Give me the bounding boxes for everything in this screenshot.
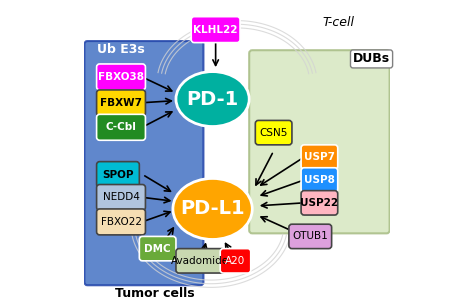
FancyBboxPatch shape bbox=[97, 114, 146, 140]
Ellipse shape bbox=[176, 71, 249, 127]
Text: FBXO22: FBXO22 bbox=[100, 217, 142, 227]
FancyBboxPatch shape bbox=[220, 249, 251, 273]
FancyBboxPatch shape bbox=[255, 120, 292, 145]
FancyBboxPatch shape bbox=[176, 249, 225, 273]
Text: DUBs: DUBs bbox=[353, 52, 390, 65]
Text: C-Cbl: C-Cbl bbox=[106, 122, 137, 132]
Ellipse shape bbox=[173, 178, 252, 239]
FancyBboxPatch shape bbox=[301, 191, 337, 215]
Text: Ub E3s: Ub E3s bbox=[97, 43, 145, 56]
Text: T-cell: T-cell bbox=[322, 16, 355, 29]
Text: USP8: USP8 bbox=[304, 175, 335, 185]
Text: PD-L1: PD-L1 bbox=[180, 200, 245, 218]
FancyBboxPatch shape bbox=[97, 184, 146, 210]
Text: USP22: USP22 bbox=[301, 198, 338, 208]
FancyBboxPatch shape bbox=[139, 237, 176, 261]
FancyBboxPatch shape bbox=[301, 168, 337, 192]
FancyBboxPatch shape bbox=[249, 50, 390, 233]
Text: NEDD4: NEDD4 bbox=[102, 192, 139, 202]
FancyBboxPatch shape bbox=[97, 162, 139, 188]
FancyBboxPatch shape bbox=[97, 209, 146, 235]
Text: OTUB1: OTUB1 bbox=[292, 231, 328, 241]
Text: CSN5: CSN5 bbox=[259, 128, 288, 138]
FancyBboxPatch shape bbox=[97, 90, 146, 116]
FancyBboxPatch shape bbox=[97, 64, 146, 90]
Text: FBXW7: FBXW7 bbox=[100, 98, 142, 108]
Text: A20: A20 bbox=[225, 256, 246, 266]
Text: PD-1: PD-1 bbox=[186, 90, 239, 108]
Text: Tumor cells: Tumor cells bbox=[115, 287, 194, 301]
Text: SPOP: SPOP bbox=[102, 170, 134, 180]
Text: USP7: USP7 bbox=[304, 152, 335, 162]
FancyBboxPatch shape bbox=[84, 41, 203, 285]
Text: DMC: DMC bbox=[144, 244, 171, 253]
FancyBboxPatch shape bbox=[301, 145, 337, 169]
FancyBboxPatch shape bbox=[191, 17, 240, 43]
FancyBboxPatch shape bbox=[289, 224, 332, 249]
Text: Avadomide: Avadomide bbox=[171, 256, 229, 266]
Text: KLHL22: KLHL22 bbox=[193, 25, 238, 34]
Text: FBXO38: FBXO38 bbox=[98, 72, 144, 82]
